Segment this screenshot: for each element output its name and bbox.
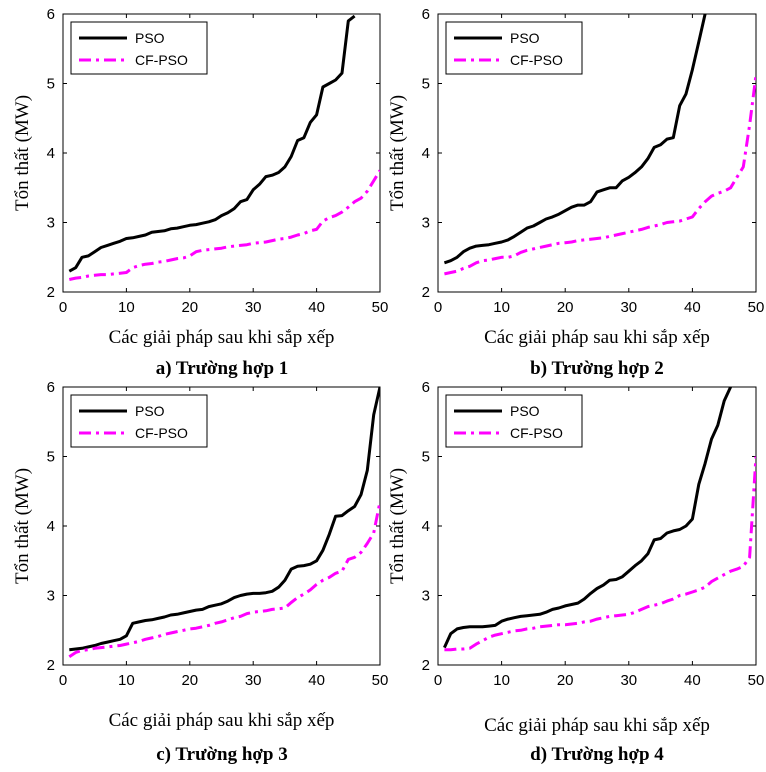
y-tick-label: 2 xyxy=(47,284,55,301)
series-line-cf-pso xyxy=(68,501,380,658)
panel-caption: d) Trường hợp 4 xyxy=(530,744,664,765)
legend-label: CF-PSO xyxy=(510,425,563,441)
y-tick-label: 2 xyxy=(47,657,55,674)
legend-box xyxy=(445,394,583,448)
y-tick-label: 4 xyxy=(47,145,55,162)
x-tick-label: 30 xyxy=(245,299,262,316)
x-axis-label: Các giải pháp sau khi sắp xếp xyxy=(484,327,710,348)
legend-box xyxy=(445,21,583,75)
x-tick-label: 10 xyxy=(493,299,510,316)
y-tick-label: 3 xyxy=(422,215,430,232)
y-axis-label: Tổn thất (MW) xyxy=(387,95,408,211)
chart-panel-4: 0 10 20 30 40 50 2 3 4 5 6 PSO CF-PSO Các giải pháp s… xyxy=(387,379,764,765)
series-line-cf-pso xyxy=(68,169,380,281)
legend: PSO CF-PSO xyxy=(445,21,583,75)
x-tick-label: 0 xyxy=(434,299,442,316)
y-axis-label: Tổn thất (MW) xyxy=(12,468,33,584)
series-line-cf-pso xyxy=(444,456,756,652)
x-tick-label: 0 xyxy=(59,299,67,316)
x-axis-label: Các giải pháp sau khi sắp xếp xyxy=(484,715,710,736)
y-tick-label: 5 xyxy=(422,76,430,93)
x-axis-label: Các giải pháp sau khi sắp xếp xyxy=(109,710,335,731)
x-tick-label: 50 xyxy=(372,299,389,316)
x-tick-label: 30 xyxy=(620,299,637,316)
y-tick-label: 4 xyxy=(422,518,430,535)
legend-label: CF-PSO xyxy=(510,52,563,68)
x-tick-label: 20 xyxy=(557,299,574,316)
y-tick-label: 2 xyxy=(422,657,430,674)
x-tick-label: 20 xyxy=(181,299,198,316)
series-line-pso xyxy=(68,14,356,273)
panel-caption: c) Trường hợp 3 xyxy=(156,744,288,765)
x-tick-label: 0 xyxy=(59,672,67,689)
legend: PSO CF-PSO xyxy=(70,21,208,75)
y-tick-label: 3 xyxy=(47,215,55,232)
y-tick-label: 3 xyxy=(422,588,430,605)
chart-panel-3: 0 10 20 30 40 50 2 3 4 5 6 PSO CF-PSO Các giải pháp s… xyxy=(12,379,388,765)
panel-caption: a) Trường hợp 1 xyxy=(156,358,289,379)
y-axis-label: Tổn thất (MW) xyxy=(387,468,408,584)
x-tick-label: 50 xyxy=(372,672,389,689)
x-tick-label: 40 xyxy=(308,299,325,316)
legend-label: PSO xyxy=(510,30,540,46)
y-tick-label: 6 xyxy=(422,6,430,23)
legend-label: PSO xyxy=(135,30,165,46)
y-tick-label: 2 xyxy=(422,284,430,301)
legend: PSO CF-PSO xyxy=(445,394,583,448)
x-tick-label: 30 xyxy=(245,672,262,689)
y-tick-label: 6 xyxy=(47,6,55,23)
panel-caption: b) Trường hợp 2 xyxy=(530,358,664,379)
x-tick-label: 20 xyxy=(181,672,198,689)
y-tick-label: 6 xyxy=(47,379,55,396)
x-tick-label: 40 xyxy=(684,299,701,316)
chart-panel-1: 0 10 20 30 40 50 2 3 4 5 6 PSO CF-PSO Các giải pháp s… xyxy=(12,6,388,379)
legend-box xyxy=(70,21,208,75)
chart-panel-2: 0 10 20 30 40 50 2 3 4 5 6 PSO CF-PSO Các giải pháp s… xyxy=(387,6,764,379)
x-tick-label: 40 xyxy=(308,672,325,689)
y-tick-label: 4 xyxy=(422,145,430,162)
series-line-pso xyxy=(69,387,380,652)
x-tick-label: 10 xyxy=(118,672,135,689)
legend: PSO CF-PSO xyxy=(70,394,208,448)
x-tick-label: 50 xyxy=(748,672,765,689)
x-tick-label: 40 xyxy=(684,672,701,689)
y-tick-label: 5 xyxy=(47,449,55,466)
series-line-cf-pso xyxy=(444,75,756,276)
legend-label: CF-PSO xyxy=(135,52,188,68)
x-tick-label: 10 xyxy=(493,672,510,689)
legend-box xyxy=(70,394,208,448)
y-tick-label: 3 xyxy=(47,588,55,605)
x-tick-label: 10 xyxy=(118,299,135,316)
y-tick-label: 5 xyxy=(47,76,55,93)
legend-label: PSO xyxy=(510,403,540,419)
series-line-pso xyxy=(443,14,707,265)
legend-label: PSO xyxy=(135,403,165,419)
legend-label: CF-PSO xyxy=(135,425,188,441)
y-tick-label: 5 xyxy=(422,449,430,466)
x-tick-label: 0 xyxy=(434,672,442,689)
x-tick-label: 30 xyxy=(620,672,637,689)
y-tick-label: 4 xyxy=(47,518,55,535)
y-tick-label: 6 xyxy=(422,379,430,396)
series-line-pso xyxy=(443,387,732,649)
x-axis-label: Các giải pháp sau khi sắp xếp xyxy=(109,327,335,348)
x-tick-label: 20 xyxy=(557,672,574,689)
y-axis-label: Tổn thất (MW) xyxy=(12,95,33,211)
x-tick-label: 50 xyxy=(748,299,765,316)
